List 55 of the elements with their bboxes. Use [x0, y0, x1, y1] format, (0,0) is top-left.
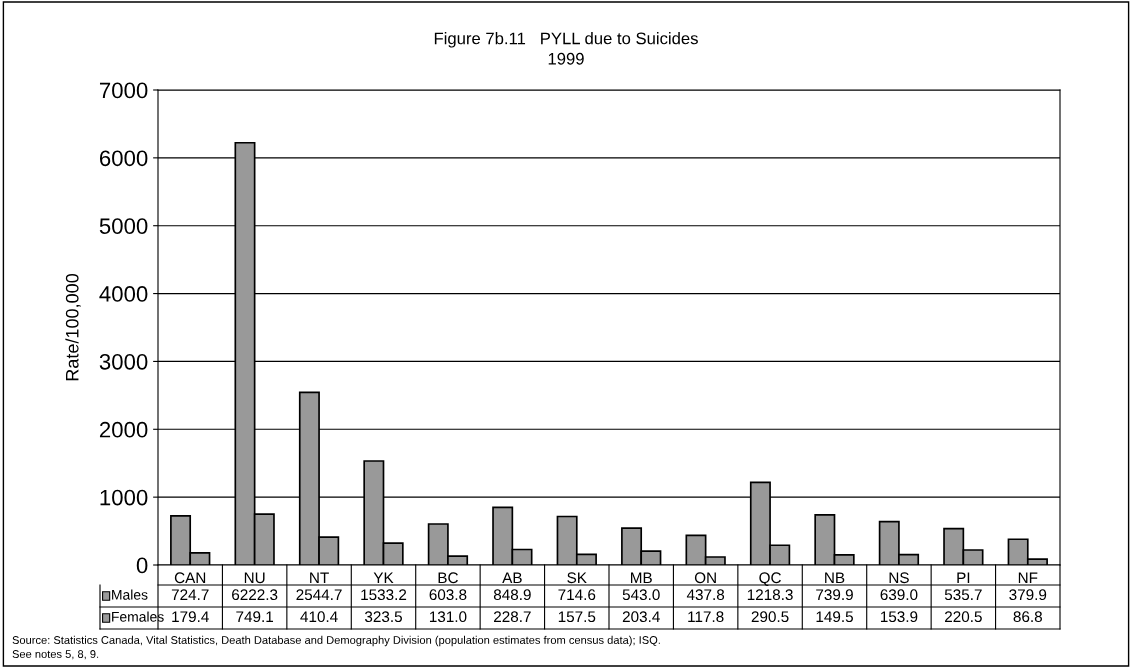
- data-label: 153.9: [880, 611, 918, 623]
- data-label: 639.0: [880, 589, 918, 601]
- data-label: 179.4: [172, 611, 209, 623]
- x-tick-label: NB: [825, 572, 845, 584]
- x-tick-label: NU: [244, 572, 265, 584]
- data-label: 228.7: [494, 611, 531, 623]
- chart-title: Figure 7b.11 PYLL due to Suicides 1999: [434, 32, 698, 65]
- data-label: 1533.2: [361, 589, 407, 601]
- data-label: 290.5: [751, 611, 789, 623]
- data-label: 157.5: [558, 611, 596, 623]
- data-label: 323.5: [364, 611, 402, 623]
- data-label: 535.7: [944, 589, 982, 601]
- data-label: 149.5: [816, 611, 853, 623]
- data-label: 437.8: [686, 589, 725, 601]
- data-label: 379.9: [1009, 589, 1047, 601]
- x-tick-label: NS: [889, 572, 909, 584]
- x-tick-label: CAN: [174, 572, 206, 584]
- data-label: 543.0: [622, 589, 660, 601]
- y-tick-label: 2000: [99, 421, 148, 438]
- x-tick-label: SK: [567, 572, 587, 584]
- y-axis-title: Rate/100,000: [65, 273, 81, 381]
- x-tick-label: YK: [373, 572, 394, 584]
- text: See notes 5, 8, 9.: [12, 650, 99, 660]
- x-tick-label: MB: [631, 572, 652, 584]
- data-label: 749.1: [236, 611, 274, 623]
- y-tick-label: 6000: [99, 150, 148, 167]
- data-label: 86.8: [1013, 611, 1042, 623]
- y-tick-label: 5000: [99, 218, 148, 234]
- y-tick-label: 1000: [100, 489, 148, 506]
- x-tick-label: AB: [502, 572, 522, 584]
- data-label: 739.9: [816, 589, 853, 601]
- source-note: Source: Statistics Canada, Vital Statistics, Death Database and Demography Division (population estimates from census data); ISQ.: [12, 635, 660, 647]
- data-label: 117.8: [688, 611, 724, 623]
- data-label: 1218.3: [747, 589, 793, 601]
- data-label: 131.0: [429, 611, 467, 623]
- x-tick-label: BC: [438, 572, 458, 584]
- y-tick-label: 3000: [99, 353, 148, 370]
- data-label: 220.5: [945, 611, 982, 623]
- y-tick-label: 7000: [99, 82, 148, 99]
- x-tick-label: PI: [957, 572, 970, 584]
- data-label: 6222.3: [232, 589, 278, 601]
- data-label: 848.9: [493, 589, 531, 601]
- data-label: 2544.7: [296, 589, 342, 601]
- x-tick-label: NT: [310, 572, 329, 584]
- y-tick-label: 4000: [99, 286, 148, 302]
- x-tick-label: NF: [1018, 572, 1038, 584]
- y-tick-label: 0: [136, 557, 148, 574]
- data-label: 203.4: [622, 611, 660, 623]
- data-label: 410.4: [300, 611, 338, 623]
- data-label: 714.6: [558, 589, 596, 601]
- legend-label: Males: [112, 589, 148, 600]
- data-label: 724.7: [171, 589, 209, 600]
- x-tick-label: ON: [694, 572, 716, 584]
- x-tick-label: QC: [759, 572, 781, 586]
- data-label: 603.8: [429, 589, 467, 601]
